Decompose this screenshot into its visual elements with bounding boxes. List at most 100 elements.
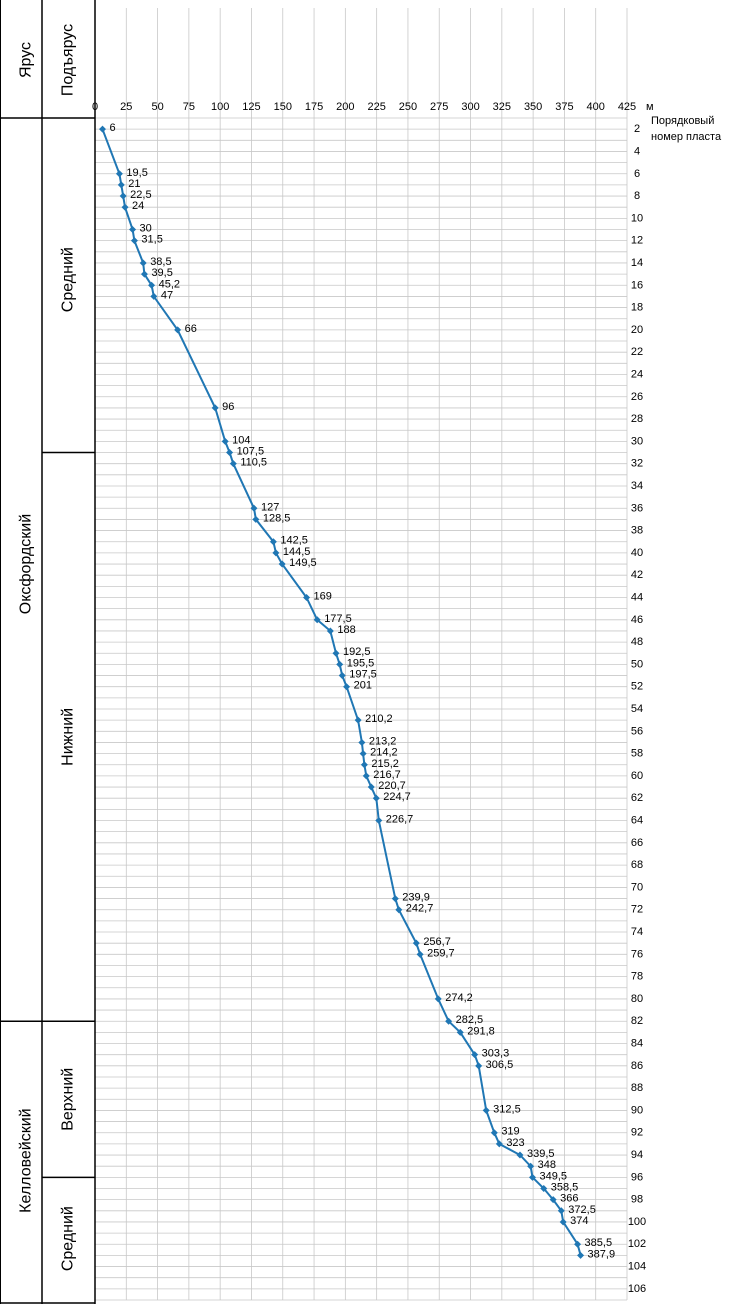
x-axis-ticks: 0 25 50 75 100 125 150 175 200 225 250 275 300 325 350… bbox=[92, 101, 636, 113]
y-tick-label: 48 bbox=[631, 636, 643, 648]
data-point-marker bbox=[395, 906, 403, 914]
substage-label: Средний bbox=[60, 247, 77, 312]
data-point-label: 259,7 bbox=[427, 947, 455, 959]
y-tick-label: 44 bbox=[631, 591, 643, 603]
grid bbox=[94, 8, 628, 1301]
y-tick-label: 16 bbox=[631, 279, 643, 291]
y-tick-label: 76 bbox=[631, 948, 643, 960]
data-point-label: 226,7 bbox=[386, 814, 414, 826]
data-point-marker bbox=[549, 1196, 557, 1204]
data-point-marker bbox=[139, 259, 147, 267]
data-point-label: 312,5 bbox=[493, 1103, 521, 1115]
column-headers: Ярус Подъярус bbox=[18, 24, 77, 96]
y-tick-label: 68 bbox=[631, 859, 643, 871]
stage-label: Оксфордский bbox=[18, 514, 35, 614]
x-tick-label: 400 bbox=[587, 101, 605, 113]
y-tick-label: 36 bbox=[631, 502, 643, 514]
y-tick-label: 24 bbox=[631, 368, 643, 380]
data-point-label: 30 bbox=[140, 223, 152, 235]
data-point-marker bbox=[148, 281, 156, 289]
y-tick-label: 98 bbox=[631, 1194, 643, 1206]
data-point-marker bbox=[516, 1151, 524, 1159]
data-point-label: 66 bbox=[185, 323, 197, 335]
data-point-label: 45,2 bbox=[159, 278, 180, 290]
data-point-label: 374 bbox=[570, 1215, 588, 1227]
data-point-marker bbox=[577, 1251, 585, 1259]
data-point-label: 188 bbox=[337, 624, 355, 636]
data-point-marker bbox=[252, 515, 260, 523]
data-point-label: 242,7 bbox=[406, 903, 434, 915]
y-tick-label: 102 bbox=[628, 1238, 646, 1250]
data-point-marker bbox=[540, 1184, 548, 1192]
data-point-marker bbox=[557, 1207, 565, 1215]
depth-line bbox=[101, 128, 582, 1256]
data-point-marker bbox=[119, 192, 127, 200]
data-point-marker bbox=[490, 1129, 498, 1137]
y-axis-ticks: 2468101214161820222426283032343638404244… bbox=[628, 123, 646, 1295]
data-point-label: 39,5 bbox=[151, 267, 172, 279]
data-point-marker bbox=[313, 616, 321, 624]
y-tick-label: 30 bbox=[631, 435, 643, 447]
data-point-marker bbox=[495, 1140, 503, 1148]
data-point-marker bbox=[434, 995, 442, 1003]
data-point-marker bbox=[475, 1062, 483, 1070]
data-point-marker bbox=[359, 750, 367, 758]
stage-label: Келловейский bbox=[18, 1108, 35, 1212]
x-tick-label: 350 bbox=[524, 101, 542, 113]
y-tick-label: 18 bbox=[631, 302, 643, 314]
data-point-label: 22,5 bbox=[130, 189, 151, 201]
y-tick-label: 82 bbox=[631, 1015, 643, 1027]
data-point-label: 291,8 bbox=[467, 1025, 495, 1037]
data-point-marker bbox=[338, 672, 346, 680]
y-tick-label: 8 bbox=[634, 190, 640, 202]
data-point-label: 104 bbox=[232, 434, 250, 446]
y-tick-label: 34 bbox=[631, 480, 643, 492]
y-tick-label: 10 bbox=[631, 212, 643, 224]
x-tick-label: 325 bbox=[493, 101, 511, 113]
substage-label: Нижний bbox=[60, 708, 77, 766]
data-point-label: 282,5 bbox=[456, 1014, 484, 1026]
y-tick-label: 104 bbox=[628, 1261, 646, 1273]
x-tick-label: 225 bbox=[367, 101, 385, 113]
data-point-label: 6 bbox=[110, 122, 116, 134]
y-tick-label: 2 bbox=[634, 123, 640, 135]
data-point-marker bbox=[471, 1051, 479, 1059]
y-tick-label: 60 bbox=[631, 770, 643, 782]
data-point-label: 348 bbox=[538, 1159, 556, 1171]
y-tick-label: 106 bbox=[628, 1283, 646, 1295]
data-point-marker bbox=[115, 170, 123, 178]
data-point-label: 110,5 bbox=[240, 457, 267, 469]
y-tick-label: 62 bbox=[631, 792, 643, 804]
x-tick-label: 300 bbox=[461, 101, 479, 113]
substage-column-header: Подъярус bbox=[60, 24, 77, 96]
data-point-label: 24 bbox=[132, 200, 144, 212]
data-point-label: 274,2 bbox=[445, 992, 473, 1004]
x-tick-label: 175 bbox=[305, 101, 323, 113]
x-tick-label: 25 bbox=[120, 101, 132, 113]
x-tick-label: 375 bbox=[555, 101, 573, 113]
y-tick-label: 38 bbox=[631, 525, 643, 537]
data-point-label: 195,5 bbox=[347, 657, 375, 669]
y-tick-label: 40 bbox=[631, 547, 643, 559]
data-point-marker bbox=[221, 437, 229, 445]
data-point-marker bbox=[559, 1218, 567, 1226]
data-point-label: 215,2 bbox=[371, 758, 399, 770]
y-tick-label: 14 bbox=[631, 257, 643, 269]
frame bbox=[0, 0, 96, 1304]
data-point-label: 306,5 bbox=[486, 1059, 514, 1071]
data-point-marker bbox=[99, 125, 107, 133]
data-point-label: 339,5 bbox=[527, 1148, 555, 1160]
data-point-marker bbox=[129, 226, 137, 234]
y-axis-title-line1: Порядковый bbox=[651, 115, 714, 127]
x-tick-label: 125 bbox=[242, 101, 260, 113]
data-point-marker bbox=[391, 895, 399, 903]
data-point-marker bbox=[412, 939, 420, 947]
y-tick-label: 46 bbox=[631, 614, 643, 626]
data-point-label: 239,9 bbox=[402, 892, 430, 904]
y-tick-label: 4 bbox=[634, 145, 640, 157]
data-point-label: 349,5 bbox=[539, 1170, 567, 1182]
data-point-marker bbox=[211, 404, 219, 412]
data-point-label: 358,5 bbox=[551, 1181, 579, 1193]
x-tick-label: 200 bbox=[336, 101, 354, 113]
